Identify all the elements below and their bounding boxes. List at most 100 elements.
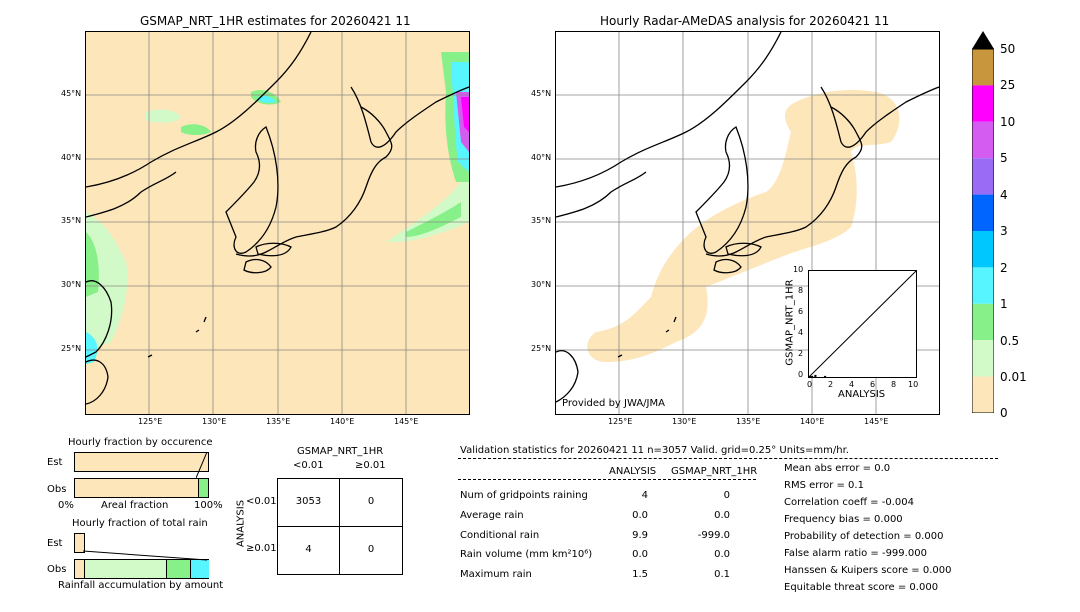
validation-col-gsmap: GSMAP_NRT_1HR	[671, 466, 758, 477]
radar-coverage	[587, 90, 900, 362]
scatter-xtick: 8	[891, 380, 897, 389]
scatter-ytick: 6	[798, 307, 804, 316]
colorbar	[971, 31, 995, 414]
colorbar-segment	[972, 194, 994, 231]
occurrence-row-obs: Obs	[47, 484, 67, 495]
scatter-point	[814, 374, 817, 378]
total-rain-obs-seg-a	[75, 560, 85, 578]
validation-header-rule	[458, 458, 998, 459]
total-rain-diagonal	[82, 550, 208, 561]
colorbar-segment	[972, 267, 994, 304]
validation-row-analysis: 0.0	[632, 549, 648, 560]
diagonal-line	[808, 270, 917, 378]
scatter-xtick: 10	[908, 380, 919, 389]
contingency-cell: 3053	[295, 496, 322, 507]
rain-patches	[86, 52, 469, 364]
left-coastlines	[86, 32, 469, 405]
scatter-ytick: 0	[798, 370, 804, 379]
scatter-ylabel: GSMAP_NRT_1HR	[784, 279, 796, 366]
scatter-ytick: 10	[793, 265, 804, 274]
occurrence-obs-rain-fill	[198, 479, 208, 497]
occurrence-obs-bar	[74, 478, 209, 498]
left-lon-tick: 130°E	[202, 417, 227, 426]
contingency-cell: 4	[305, 544, 312, 555]
right-lat-tick: 25°N	[531, 344, 552, 353]
colorbar-segment	[972, 376, 994, 413]
colorbar-label: 5	[1000, 151, 1008, 165]
colorbar-label: 2	[1000, 261, 1008, 275]
colorbar-label: 1	[1000, 297, 1008, 311]
colorbar-label: 50	[1000, 42, 1016, 56]
scatter-ytick: 4	[798, 328, 804, 337]
colorbar-segment	[972, 49, 994, 86]
validation-row-label: Conditional rain	[460, 530, 540, 541]
score-line: RMS error = 0.1	[784, 480, 864, 491]
score-line: Hanssen & Kuipers score = 0.000	[784, 565, 952, 576]
right-coastlines	[556, 32, 939, 403]
validation-row-analysis: 1.5	[632, 569, 648, 580]
scatter-xtick: 4	[849, 380, 855, 389]
colorbar-label: 0	[1000, 406, 1008, 420]
scatter-ytick: 8	[798, 286, 804, 295]
colorbar-label: 3	[1000, 224, 1008, 238]
contingency-col-label: ≥0.01	[355, 460, 386, 471]
occurrence-x-mid: Areal fraction	[101, 500, 169, 511]
validation-row-gsmap: -999.0	[697, 530, 730, 541]
contingency-grid: 3053 0 4 0	[277, 478, 403, 575]
colorbar-label: 0.01	[1000, 370, 1027, 384]
validation-row-label: Average rain	[460, 510, 524, 521]
colorbar-label: 10	[1000, 115, 1016, 129]
contingency-title: GSMAP_NRT_1HR	[297, 446, 384, 457]
colorbar-segment	[972, 158, 994, 195]
right-lat-tick: 35°N	[531, 216, 552, 225]
total-rain-row-est: Est	[47, 538, 63, 549]
occurrence-title: Hourly fraction by occurence	[68, 437, 213, 448]
right-lon-tick: 125°E	[608, 417, 633, 426]
contingency-row-label: <0.01	[246, 496, 277, 507]
colorbar-label: 4	[1000, 188, 1008, 202]
right-lon-tick: 145°E	[864, 417, 889, 426]
validation-row-label: Rain volume (mm km²10⁶)	[460, 549, 593, 560]
validation-header: Validation statistics for 20260421 11 n=…	[460, 445, 849, 456]
validation-row-gsmap: 0.1	[714, 569, 730, 580]
validation-row-label: Num of gridpoints raining	[460, 490, 588, 501]
scatter-xtick: 2	[828, 380, 834, 389]
right-lon-tick: 135°E	[736, 417, 761, 426]
total-rain-title: Hourly fraction of total rain	[72, 518, 208, 529]
total-rain-row-obs: Obs	[47, 564, 67, 575]
scatter-xtick: 6	[870, 380, 876, 389]
score-line: Equitable threat score = 0.000	[784, 582, 939, 593]
colorbar-segment	[972, 85, 994, 122]
left-lat-tick: 45°N	[61, 89, 82, 98]
validation-row-analysis: 9.9	[632, 530, 648, 541]
left-lat-tick: 30°N	[61, 280, 82, 289]
total-rain-est-bar	[74, 533, 85, 553]
scatter-point	[811, 375, 814, 379]
right-lat-tick: 45°N	[531, 89, 552, 98]
right-lat-tick: 40°N	[531, 153, 552, 162]
contingency-col-label: <0.01	[293, 460, 324, 471]
total-rain-obs-seg-c	[190, 560, 209, 578]
occurrence-row-est: Est	[47, 457, 63, 468]
colorbar-segment	[972, 231, 994, 268]
left-map-canvas	[86, 32, 469, 414]
total-rain-obs-bar	[74, 559, 209, 579]
total-rain-obs-seg-b	[166, 560, 191, 578]
colorbar-label: 25	[1000, 78, 1016, 92]
left-lat-tick: 25°N	[61, 344, 82, 353]
validation-row-gsmap: 0	[723, 490, 730, 501]
colorbar-extend-triangle	[972, 31, 994, 49]
left-gridlines	[86, 32, 469, 414]
scatter-xtick: 0	[807, 380, 813, 389]
validation-row-analysis: 0.0	[632, 510, 648, 521]
colorbar-segment	[972, 121, 994, 159]
right-lon-tick: 140°E	[800, 417, 825, 426]
occurrence-est-bar	[74, 452, 209, 472]
left-map-title: GSMAP_NRT_1HR estimates for 20260421 11	[140, 14, 411, 28]
colorbar-label: 0.5	[1000, 334, 1020, 348]
right-lon-tick: 130°E	[672, 417, 697, 426]
scatter-xlabel: ANALYSIS	[838, 389, 886, 400]
left-lat-tick: 40°N	[61, 153, 82, 162]
validation-row-gsmap: 0.0	[714, 510, 730, 521]
validation-col-rule	[458, 479, 756, 480]
